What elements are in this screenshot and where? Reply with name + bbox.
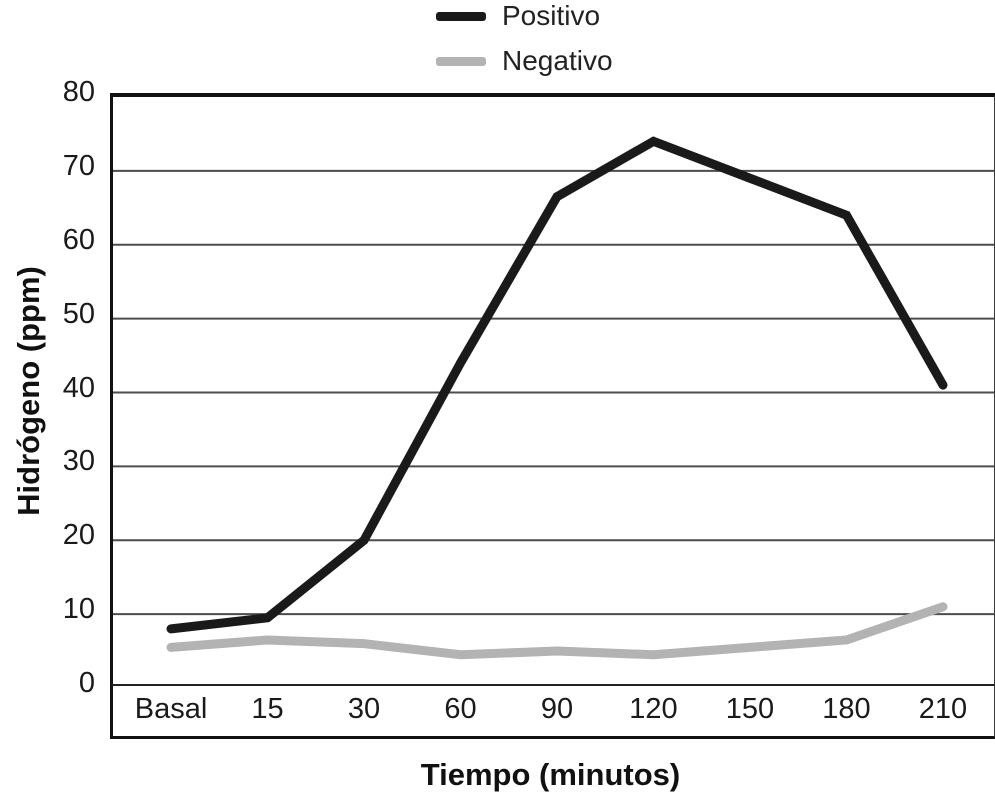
series-line-positivo (166, 136, 948, 634)
x-tick-label: 150 (725, 693, 775, 725)
y-tick-label: 50 (62, 297, 95, 330)
legend-item-negativo: Negativo (436, 47, 613, 75)
x-tick-label: 30 (347, 693, 381, 725)
legend: Positivo Negativo (436, 2, 613, 75)
series-line-negativo (166, 602, 948, 660)
plot-area (110, 93, 995, 688)
plot-svg (113, 136, 994, 660)
x-tick-label: 60 (444, 693, 477, 725)
y-tick-label: 70 (62, 149, 95, 182)
y-tick-label: 0 (78, 667, 95, 699)
y-tick-label: 60 (62, 223, 95, 256)
y-axis-tick-labels: 80 70 60 50 40 30 20 10 0 (0, 78, 95, 698)
y-tick-label: 30 (62, 445, 95, 478)
negativo-line-swatch (436, 56, 486, 66)
x-tick-label: 180 (822, 693, 871, 725)
x-tick-label: Basal (134, 693, 208, 725)
x-tick-label: 15 (251, 693, 284, 725)
legend-label-negativo: Negativo (502, 45, 613, 76)
x-tick-label: 120 (629, 693, 678, 725)
legend-label-positivo: Positivo (502, 0, 601, 31)
y-tick-label: 40 (62, 371, 95, 404)
x-axis-title: Tiempo (minutos) (420, 757, 681, 792)
y-tick-label: 80 (62, 76, 95, 108)
positivo-line-swatch (436, 11, 486, 21)
x-tick-label: 90 (540, 693, 574, 725)
x-axis-label-band: Basal 15 30 60 90 120 150 180 210 (110, 684, 995, 739)
legend-item-positivo: Positivo (436, 2, 613, 30)
y-tick-label: 20 (62, 519, 95, 552)
x-tick-label: 210 (918, 693, 968, 725)
y-tick-label: 10 (62, 593, 95, 626)
